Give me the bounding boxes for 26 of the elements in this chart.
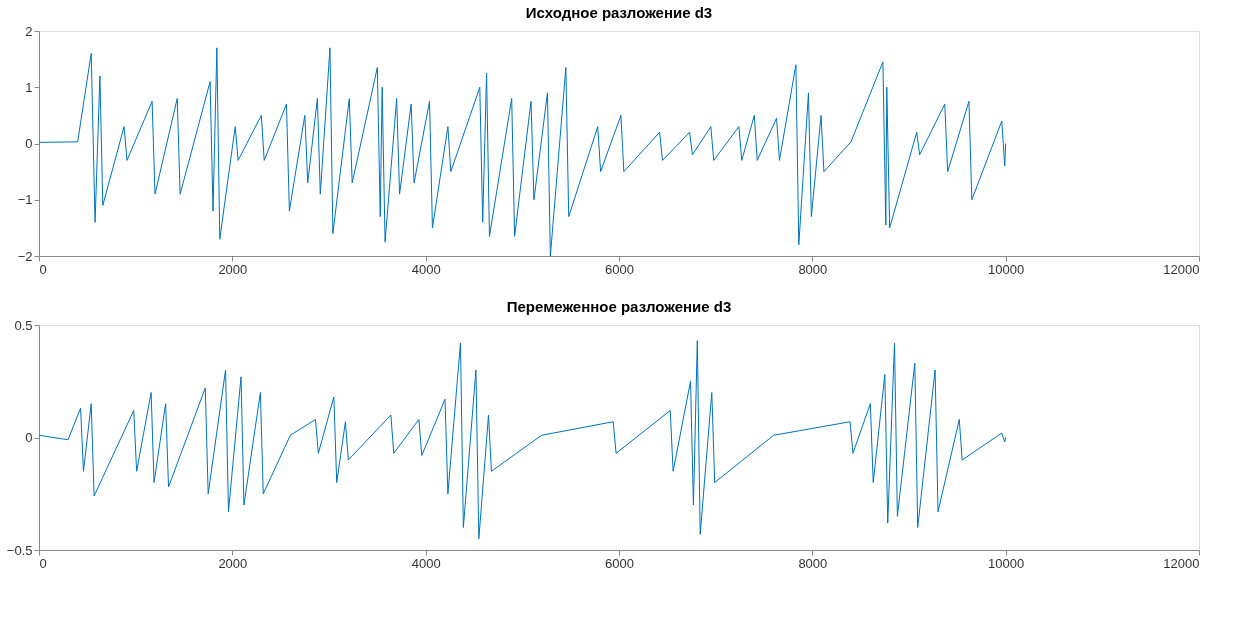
y-tick-label: 0.5 bbox=[14, 317, 33, 333]
y-tick-label: 0 bbox=[25, 430, 33, 445]
chart-title: Исходное разложение d3 bbox=[525, 4, 713, 21]
y-tick-label: −0.5 bbox=[6, 542, 33, 558]
line-series bbox=[39, 47, 1007, 256]
x-tick-label: 0 bbox=[39, 261, 47, 277]
x-tick-label: 2000 bbox=[218, 261, 248, 277]
y-tick-label: 2 bbox=[25, 23, 33, 39]
x-tick-label: 10000 bbox=[988, 261, 1025, 277]
chart-title: Перемеженное разложение d3 bbox=[506, 298, 732, 315]
y-tick-label: −2 bbox=[17, 248, 33, 264]
line-series bbox=[39, 340, 1007, 540]
x-tick-label: 4000 bbox=[411, 555, 441, 571]
x-tick-label: 12000 bbox=[1163, 261, 1200, 277]
x-tick-label: 2000 bbox=[218, 555, 248, 571]
x-tick-label: 8000 bbox=[798, 555, 828, 571]
x-tick-label: 0 bbox=[39, 555, 47, 571]
x-tick-label: 6000 bbox=[605, 261, 634, 277]
x-tick-label: 4000 bbox=[411, 261, 441, 277]
x-tick-label: 10000 bbox=[988, 555, 1025, 571]
y-tick-label: −1 bbox=[17, 192, 33, 208]
x-tick-label: 6000 bbox=[605, 555, 634, 571]
x-tick-label: 8000 bbox=[798, 261, 828, 277]
y-tick-label: 1 bbox=[25, 79, 33, 95]
y-tick-label: 0 bbox=[25, 136, 33, 151]
x-tick-label: 12000 bbox=[1163, 555, 1200, 571]
